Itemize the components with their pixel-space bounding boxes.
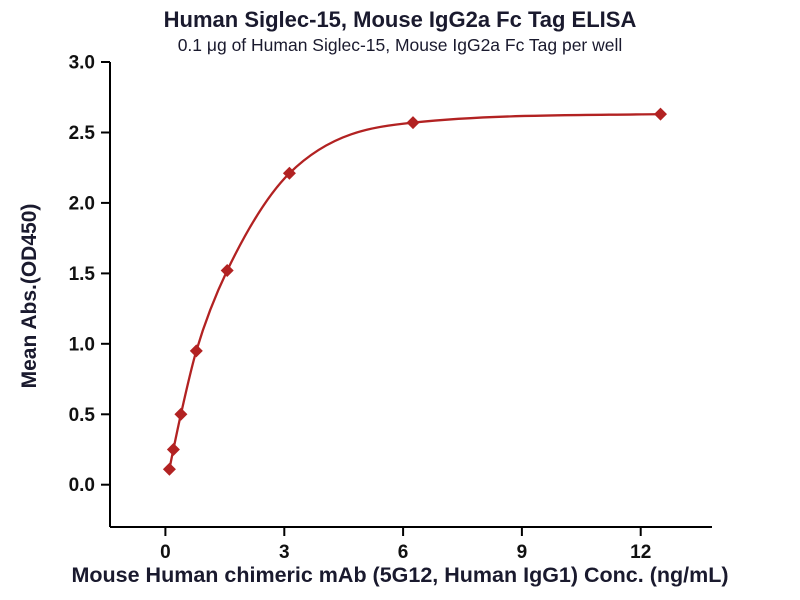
y-tick-label: 2.5 [69,123,96,144]
x-tick-label: 6 [398,542,409,563]
y-tick-label: 1.0 [69,334,95,355]
y-tick-label: 2.0 [69,193,95,214]
y-tick-label: 0.5 [69,405,96,426]
data-point-marker [174,407,188,421]
y-tick-label: 0.0 [69,475,95,496]
x-tick-label: 3 [279,542,290,563]
x-axis-title: Mouse Human chimeric mAb (5G12, Human Ig… [71,563,729,587]
data-point-marker [282,166,296,180]
chart-title: Human Siglec-15, Mouse IgG2a Fc Tag ELIS… [163,7,637,32]
data-point-marker [406,116,420,130]
data-point-marker [220,264,234,277]
y-tick-label: 3.0 [69,53,95,74]
chart-subtitle: 0.1 μg of Human Siglec-15, Mouse IgG2a F… [177,35,623,55]
x-tick-label: 12 [630,542,651,563]
x-tick-label: 9 [517,542,528,563]
data-point-marker [189,344,203,358]
fit-curve [168,112,662,471]
y-tick-label: 1.5 [69,264,96,285]
data-point-marker [162,462,176,476]
x-tick-label: 0 [160,542,171,563]
data-point-marker [166,443,180,456]
data-point-marker [654,107,667,121]
